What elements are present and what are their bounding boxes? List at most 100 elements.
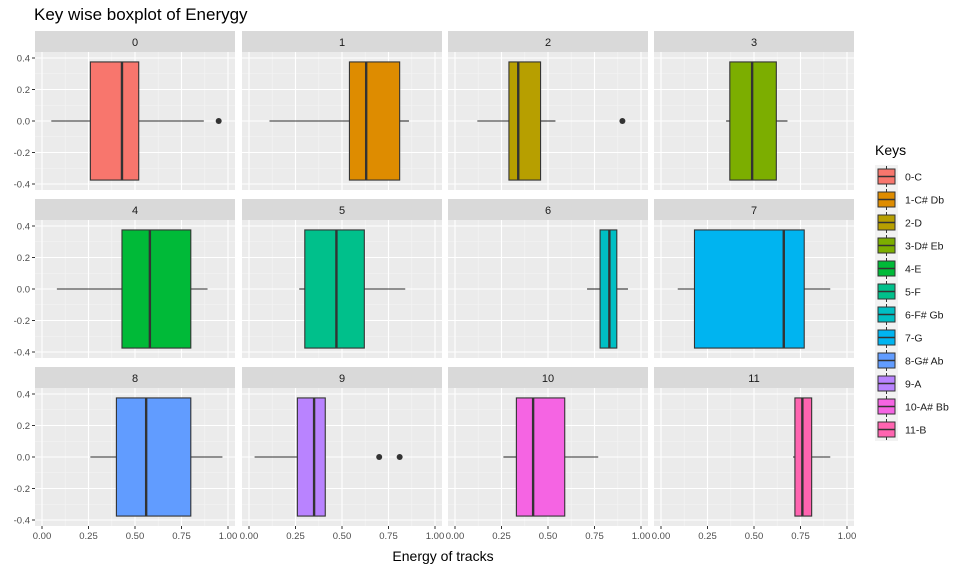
- legend-label: 9-A: [905, 379, 921, 391]
- legend-item: 0-C: [875, 165, 922, 188]
- outlier-point: [619, 118, 626, 124]
- outlier-point: [376, 454, 383, 460]
- legend-label: 10-A# Bb: [905, 402, 949, 414]
- x-tick-label: 0.50: [333, 531, 352, 542]
- box: [508, 61, 542, 181]
- x-tick-label: 0.25: [79, 531, 98, 542]
- facet-strip-label: 11: [748, 373, 759, 385]
- facet-panel: 2: [448, 31, 648, 190]
- box: [89, 61, 140, 181]
- chart-title: Key wise boxplot of Enerygy: [34, 5, 248, 24]
- x-tick-label: 0.25: [492, 531, 511, 542]
- box: [121, 229, 192, 349]
- x-tick-label: 0.00: [652, 531, 671, 542]
- x-tick-label: 0.75: [379, 531, 398, 542]
- facet-strip-label: 6: [545, 205, 551, 217]
- y-tick-label: -0.4: [14, 516, 30, 527]
- facet-strip: [35, 31, 235, 52]
- x-tick-label: 0.00: [33, 531, 52, 542]
- x-tick-label: 0.00: [240, 531, 259, 542]
- box: [348, 61, 401, 181]
- facet-strip: [35, 199, 235, 220]
- facet-strip: [654, 367, 854, 388]
- legend-item: 9-A: [875, 372, 921, 395]
- x-tick-label: 0.75: [791, 531, 810, 542]
- legend-title: Keys: [875, 142, 906, 158]
- legend-item: 6-F# Gb: [875, 303, 944, 326]
- x-axis-label: Energy of tracks: [392, 548, 493, 564]
- x-tick-label: 1.00: [632, 531, 651, 542]
- facet-strip-label: 4: [132, 205, 138, 217]
- legend-label: 7-G: [905, 333, 923, 345]
- facet-strip-label: 10: [542, 373, 554, 385]
- legend-label: 3-D# Eb: [905, 241, 944, 253]
- facet-strip: [448, 199, 648, 220]
- legend-item: 4-E: [875, 257, 921, 280]
- facet-panels: 0 0.4 0.2 0.0 -0.2 -0.4 1 2 3 4 0.4 0.2 0.0 -0.2 -0.4 5…: [14, 31, 857, 542]
- y-tick-label: 0.2: [17, 85, 30, 96]
- facet-strip-label: 0: [132, 37, 138, 49]
- facet-panel: 9 0.00 0.25 0.50 0.75 1.00: [240, 367, 445, 542]
- legend-label: 1-C# Db: [905, 195, 944, 207]
- y-tick-label: 0.4: [17, 54, 30, 65]
- facet-panel: 8 0.4 0.2 0.0 -0.2 -0.40.00 0.25 0.50 0.75 1.00: [14, 367, 238, 542]
- box: [304, 229, 365, 349]
- y-tick-label: 0.0: [17, 117, 30, 128]
- x-tick-label: 0.50: [745, 531, 764, 542]
- x-tick-label: 1.00: [219, 531, 238, 542]
- legend-label: 5-F: [905, 287, 921, 299]
- legend-item: 2-D: [875, 211, 922, 234]
- facet-strip: [242, 31, 442, 52]
- outlier-point: [396, 454, 403, 460]
- legend-label: 4-E: [905, 264, 921, 276]
- legend-item: 8-G# Ab: [875, 349, 944, 372]
- facet-panel: 5: [242, 199, 442, 358]
- facet-panel: 7: [654, 199, 854, 358]
- legend-label: 6-F# Gb: [905, 310, 944, 322]
- facet-strip-label: 8: [132, 373, 138, 385]
- facet-strip: [242, 367, 442, 388]
- facet-strip: [35, 367, 235, 388]
- y-tick-label: -0.4: [14, 180, 30, 191]
- facet-strip: [448, 367, 648, 388]
- y-tick-label: 0.4: [17, 390, 30, 401]
- box: [693, 229, 805, 349]
- facet-panel: 11 0.00 0.25 0.50 0.75 1.00: [652, 367, 857, 542]
- facet-panel: 0 0.4 0.2 0.0 -0.2 -0.4: [14, 31, 235, 191]
- facet-strip-label: 3: [751, 37, 757, 49]
- y-tick-label: 0.2: [17, 421, 30, 432]
- x-tick-label: 1.00: [838, 531, 857, 542]
- facet-strip: [448, 31, 648, 52]
- box: [515, 397, 566, 517]
- x-tick-label: 0.25: [286, 531, 305, 542]
- x-tick-label: 1.00: [426, 531, 445, 542]
- facet-panel: 10 0.00 0.25 0.50 0.75 1.00: [446, 367, 651, 542]
- legend-item: 7-G: [875, 326, 923, 349]
- facet-strip-label: 9: [339, 373, 345, 385]
- facet-panel: 3: [654, 31, 854, 190]
- legend-item: 11-B: [875, 418, 926, 441]
- facet-strip: [242, 199, 442, 220]
- x-tick-label: 0.50: [126, 531, 145, 542]
- y-tick-label: 0.0: [17, 453, 30, 464]
- facet-strip: [654, 31, 854, 52]
- legend: Keys 0-C 1-C# Db 2-D 3-D# Eb 4-E 5-F 6-F# Gb 7-…: [875, 142, 949, 441]
- legend-label: 2-D: [905, 218, 922, 230]
- facet-strip-label: 1: [339, 37, 345, 49]
- y-tick-label: 0.2: [17, 253, 30, 264]
- outlier-point: [215, 118, 222, 124]
- legend-item: 1-C# Db: [875, 188, 944, 211]
- facet-panel: 4 0.4 0.2 0.0 -0.2 -0.4: [14, 199, 235, 359]
- y-tick-label: 0.0: [17, 285, 30, 296]
- legend-label: 0-C: [905, 172, 922, 184]
- x-tick-label: 0.75: [172, 531, 191, 542]
- facet-strip-label: 5: [339, 205, 345, 217]
- legend-item: 3-D# Eb: [875, 234, 944, 257]
- y-tick-label: -0.2: [14, 484, 30, 495]
- x-tick-label: 0.50: [539, 531, 558, 542]
- y-tick-label: 0.4: [17, 222, 30, 233]
- facet-panel: 6: [448, 199, 648, 358]
- legend-item: 5-F: [875, 280, 921, 303]
- facet-strip-label: 2: [545, 37, 551, 49]
